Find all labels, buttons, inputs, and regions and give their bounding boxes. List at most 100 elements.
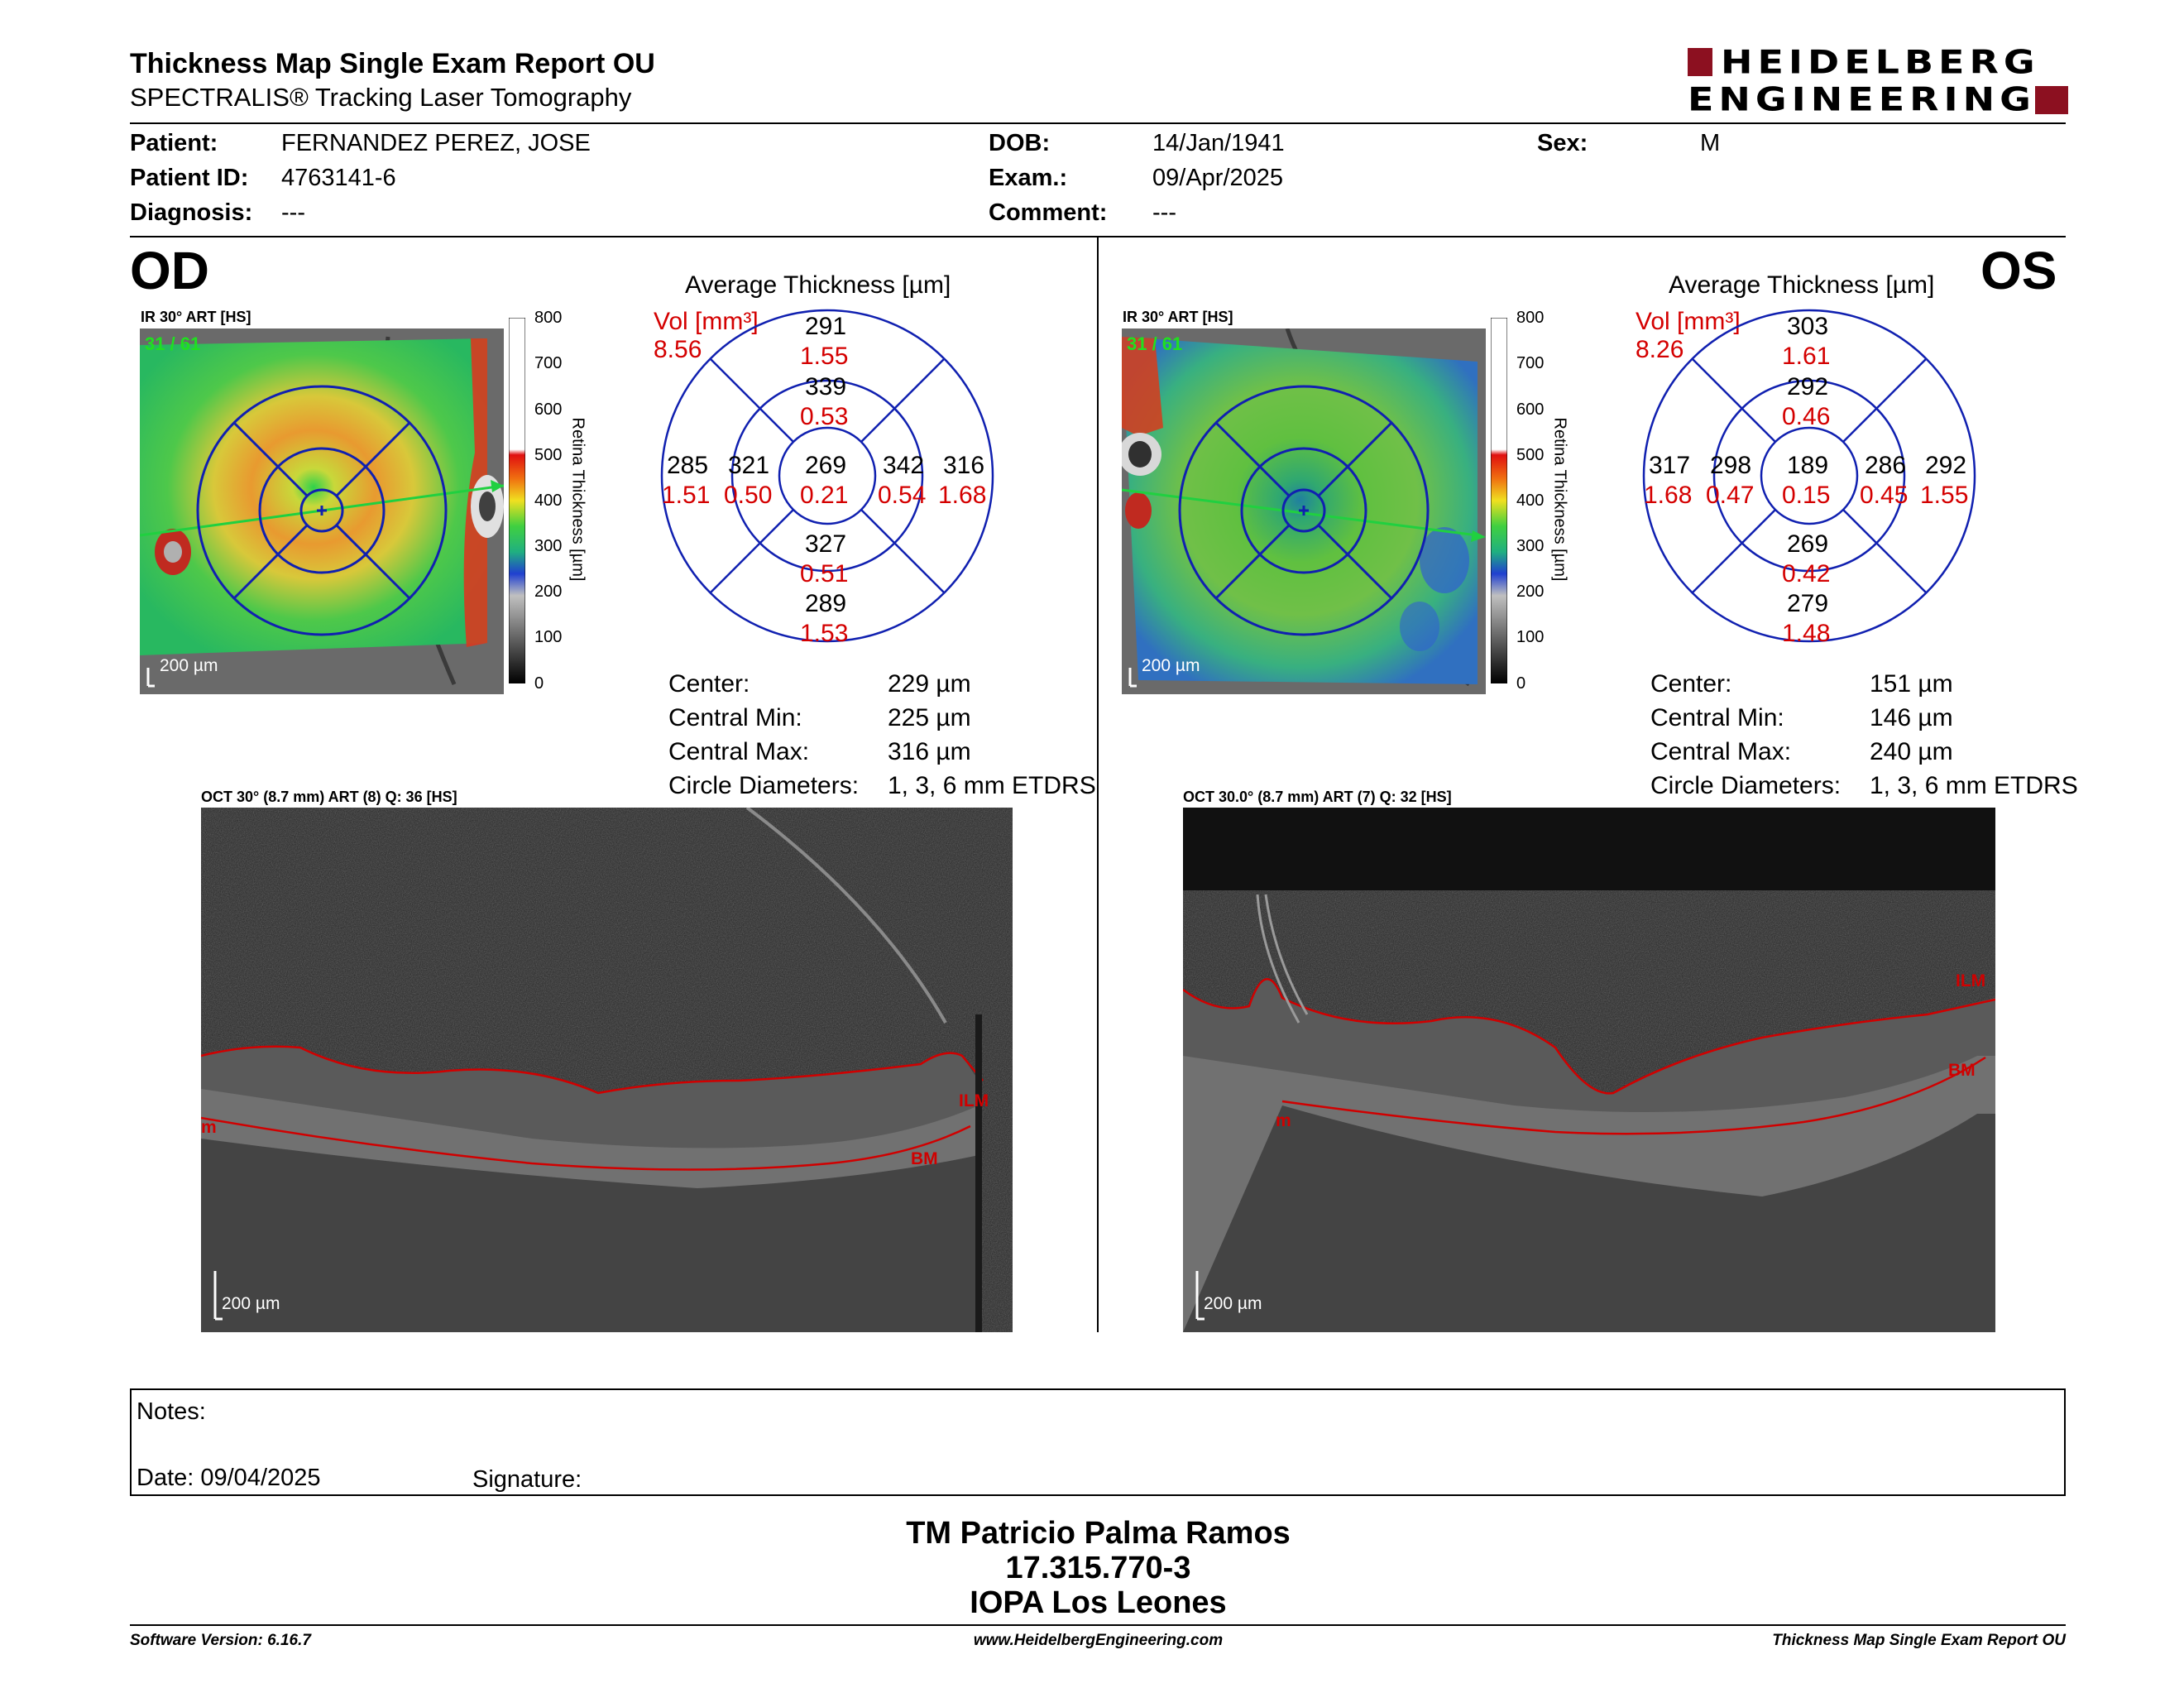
os-cbar-0: 0: [1516, 674, 1526, 693]
od-oct-title: OCT 30° (8.7 mm) ART (8) Q: 36 [HS]: [201, 789, 457, 805]
os-inner-top-volume: 0.46: [1782, 403, 1831, 430]
od-cbar-title: Retina Thickness [µm]: [568, 417, 587, 582]
notes-box: Notes: Date: 09/04/2025 Signature:: [130, 1388, 2066, 1496]
signoff-institution: IOPA Los Leones: [970, 1585, 1227, 1620]
logo-line-2: ENGINEERING: [1688, 79, 2036, 118]
os-thickness-map[interactable]: 31 / 61 200 µm: [1122, 328, 1486, 694]
os-cbar-800: 800: [1516, 309, 1545, 327]
od-inner-right-thickness: 342: [883, 452, 925, 479]
od-cbar-0: 0: [534, 674, 544, 693]
os-avg-title: Average Thickness [µm]: [1669, 271, 1935, 299]
sex-label: Sex:: [1537, 130, 1588, 156]
os-center-label: Center:: [1650, 670, 1732, 698]
notes-label: Notes:: [136, 1398, 206, 1425]
logo-red-block-top: [1688, 48, 1712, 76]
os-center-volume: 0.15: [1782, 482, 1831, 509]
os-max-label: Central Max:: [1650, 738, 1792, 765]
od-min-label: Central Min:: [668, 704, 802, 731]
od-inner-right-volume: 0.54: [878, 482, 927, 509]
od-oct-scale: 200 µm: [222, 1294, 280, 1313]
od-outer-left-volume: 1.51: [662, 482, 711, 509]
os-cbar-500: 500: [1516, 446, 1545, 464]
patient-label: Patient:: [130, 130, 218, 156]
os-inner-left-thickness: 298: [1710, 452, 1752, 479]
comment-value: ---: [1152, 199, 1176, 226]
os-outer-left-volume: 1.68: [1644, 482, 1693, 509]
os-inner-bottom-volume: 0.42: [1782, 560, 1831, 587]
od-oct-bm-label: BM: [911, 1149, 938, 1168]
od-inner-left-thickness: 321: [728, 452, 770, 479]
dob-value: 14/Jan/1941: [1152, 130, 1285, 156]
exam-value: 09/Apr/2025: [1152, 165, 1284, 191]
footer-rule: [130, 1624, 2066, 1626]
od-inner-bottom-volume: 0.51: [800, 560, 849, 587]
od-frame-count: 31 / 61: [145, 333, 201, 354]
od-center-value: 229 µm: [888, 670, 971, 698]
od-inner-left-volume: 0.50: [724, 482, 773, 509]
od-center-volume: 0.21: [800, 482, 849, 509]
od-avg-title: Average Thickness [µm]: [685, 271, 951, 299]
od-min-value: 225 µm: [888, 704, 971, 731]
date-label: Date: 09/04/2025: [136, 1465, 321, 1491]
os-cbar-700: 700: [1516, 354, 1545, 372]
os-oct-m-label: m: [1276, 1111, 1291, 1130]
os-inner-right-volume: 0.45: [1860, 482, 1909, 509]
patient-name: FERNANDEZ PEREZ, JOSE: [281, 130, 591, 156]
os-diam-label: Circle Diameters:: [1650, 772, 1842, 799]
diagnosis-label: Diagnosis:: [130, 199, 253, 226]
od-max-label: Central Max:: [668, 738, 810, 765]
os-min-value: 146 µm: [1870, 704, 1953, 731]
od-vol-value: 8.56: [654, 336, 702, 363]
signoff-name: TM Patricio Palma Ramos: [906, 1516, 1291, 1551]
os-cbar-400: 400: [1516, 492, 1545, 510]
diagnosis-value: ---: [281, 199, 305, 226]
od-max-value: 316 µm: [888, 738, 971, 765]
od-cbar-700: 700: [534, 354, 563, 372]
od-thickness-map[interactable]: 31 / 61 200 µm: [140, 328, 504, 694]
footer-website[interactable]: www.HeidelbergEngineering.com: [973, 1632, 1224, 1649]
footer-software: Software Version: 6.16.7: [130, 1632, 311, 1649]
od-center-thickness: 269: [805, 452, 847, 479]
os-outer-right-thickness: 292: [1925, 452, 1967, 479]
od-oct-m-label: m: [201, 1118, 217, 1137]
od-oct-bscan[interactable]: ILM BM m 200 µm: [201, 808, 1013, 1332]
os-oct-bm-label: BM: [1948, 1061, 1976, 1080]
os-outer-bottom-thickness: 279: [1787, 590, 1829, 617]
os-inner-right-thickness: 286: [1865, 452, 1907, 479]
os-oct-bscan[interactable]: ILM BM m 200 µm: [1183, 808, 1995, 1332]
os-center-thickness: 189: [1787, 452, 1829, 479]
od-vol-label: Vol [mm³]: [654, 308, 759, 335]
center-divider: [1097, 237, 1099, 1332]
exam-label: Exam.:: [989, 165, 1068, 191]
od-outer-right-volume: 1.68: [938, 482, 987, 509]
od-outer-bottom-volume: 1.53: [800, 620, 849, 647]
os-outer-top-thickness: 303: [1787, 313, 1829, 340]
logo-line-1: HEIDELBERG: [1721, 42, 2040, 81]
dob-label: DOB:: [989, 130, 1051, 156]
od-oct-ilm-label: ILM: [959, 1091, 989, 1110]
os-outer-top-volume: 1.61: [1782, 343, 1831, 370]
od-cbar-300: 300: [534, 537, 563, 555]
od-cbar-200: 200: [534, 583, 563, 601]
os-vol-value: 8.26: [1636, 336, 1684, 363]
report-subtitle: SPECTRALIS® Tracking Laser Tomography: [130, 83, 632, 112]
od-center-label: Center:: [668, 670, 750, 698]
patient-id-value: 4763141-6: [281, 165, 396, 191]
os-cbar-title: Retina Thickness [µm]: [1550, 417, 1569, 582]
od-outer-top-volume: 1.55: [800, 343, 849, 370]
od-outer-top-thickness: 291: [805, 313, 847, 340]
os-min-label: Central Min:: [1650, 704, 1784, 731]
report-title: Thickness Map Single Exam Report OU: [130, 48, 655, 79]
os-ir-title: IR 30° ART [HS]: [1123, 309, 1233, 325]
os-center-value: 151 µm: [1870, 670, 1953, 698]
od-ir-title: IR 30° ART [HS]: [141, 309, 251, 325]
od-cbar-400: 400: [534, 492, 563, 510]
od-eye-label: OD: [130, 241, 209, 300]
od-inner-top-volume: 0.53: [800, 403, 849, 430]
od-outer-left-thickness: 285: [667, 452, 709, 479]
os-frame-count: 31 / 61: [1127, 333, 1183, 354]
od-outer-bottom-thickness: 289: [805, 590, 847, 617]
signature-label: Signature:: [472, 1466, 582, 1493]
os-inner-left-volume: 0.47: [1706, 482, 1755, 509]
od-outer-right-thickness: 316: [943, 452, 985, 479]
